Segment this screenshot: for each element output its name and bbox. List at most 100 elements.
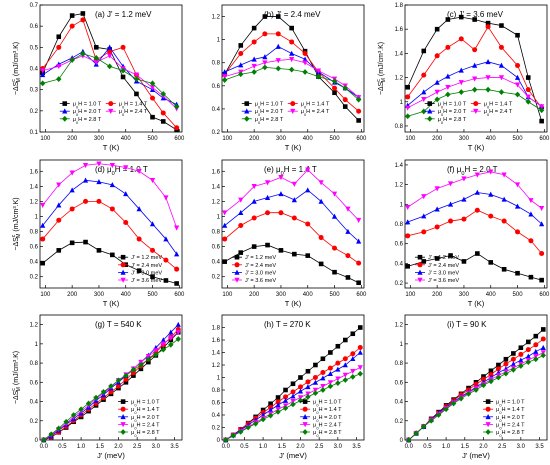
plot-frame [404, 159, 548, 289]
y-tick-label: 0.8 [395, 361, 404, 367]
data-point [289, 39, 295, 45]
data-point [302, 60, 308, 66]
data-point [238, 43, 244, 48]
data-point [70, 412, 77, 418]
data-point [312, 379, 319, 385]
legend-marker [290, 108, 296, 114]
data-point [302, 69, 308, 75]
data-point [110, 252, 115, 258]
data-point [514, 91, 521, 98]
data-point [123, 380, 129, 385]
legend-marker [473, 108, 479, 114]
legend-item-j-1-2-mev: J' = 1.2 meV [232, 254, 276, 261]
legend-marker [234, 269, 240, 275]
x-axis-label: T (K) [468, 143, 485, 152]
data-point [93, 55, 99, 61]
data-point [252, 420, 259, 427]
data-point [221, 77, 228, 83]
data-point [485, 59, 491, 65]
legend-marker [427, 108, 433, 114]
legend-item-j-3-6-mev: J' = 3.6 meV [232, 277, 276, 284]
data-point [290, 389, 296, 395]
legend-label: μ0H = 2.4 T [131, 422, 160, 430]
x-tick-label: 200 [67, 136, 78, 142]
y-tick-label: 0 [35, 438, 39, 444]
data-point [434, 256, 440, 261]
data-point [160, 119, 166, 124]
data-point [445, 91, 451, 98]
x-tick-label: 3.5 [170, 444, 179, 450]
y-tick-label: 1.6 [30, 169, 39, 175]
data-point [526, 339, 531, 345]
legend-item-0h-2-0-t: μ0H = 2.0 T [59, 108, 102, 117]
x-tick-label: 600 [539, 136, 550, 142]
legend-label: μ0H = 2.0 T [438, 109, 467, 117]
plot-frame [39, 159, 183, 289]
data-point [485, 75, 491, 81]
data-point [472, 76, 478, 82]
data-point [331, 78, 338, 85]
data-point [471, 86, 478, 93]
data-point [474, 172, 480, 178]
data-point [262, 60, 268, 66]
x-tick-label: 0.0 [40, 444, 49, 450]
chart-panel-8: 0.0 0.5 1.0 1.5 2.0 2.5 3.0 3.5 0 0.2 0.4 0.6 0.8 1 1.… [212, 314, 365, 460]
data-point [69, 240, 75, 246]
data-point [283, 394, 289, 400]
y-tick-label: 1.2 [30, 199, 39, 205]
data-point [315, 68, 322, 74]
legend-item-0h-2-0-t: μ0H = 2.0 T [300, 414, 342, 422]
data-point [501, 218, 507, 224]
data-point [428, 417, 434, 424]
data-point [69, 57, 75, 63]
data-point [298, 375, 303, 380]
data-point [39, 80, 46, 87]
data-point [136, 268, 142, 273]
legend-label: μ0H = 1.0 T [313, 400, 342, 408]
data-point [136, 168, 142, 175]
data-point [275, 31, 281, 37]
y-tick-label: 0.6 [30, 245, 39, 251]
x-axis-label: J' (meV) [462, 451, 490, 460]
data-point [283, 387, 288, 393]
data-point [149, 178, 156, 184]
x-tick-label: 500 [513, 292, 524, 298]
data-point [175, 330, 181, 336]
data-point [447, 201, 454, 207]
legend-marker [62, 115, 68, 122]
chart-panel-4: 100 200 300 400 500 600 0.2 0.4 0.6 0.8 1 1.2 1.4 1.6… [11, 159, 185, 308]
x-tick-label: 100 [222, 136, 233, 142]
data-point [445, 17, 451, 22]
legend-item-0h-2-8-t: μ0H = 2.8 T [424, 115, 467, 124]
data-point [357, 349, 363, 355]
legend-label: J' = 3.0 meV [131, 270, 162, 276]
data-point [238, 71, 244, 78]
data-point [150, 247, 156, 253]
panel-label: (h) T = 270 K [264, 320, 311, 329]
legend-label: μ0H = 1.0 T [131, 400, 160, 408]
series-j-3-0-mev [222, 187, 362, 244]
data-point [480, 382, 487, 389]
legend-marker [120, 429, 126, 435]
data-point [275, 399, 281, 405]
data-point [461, 216, 467, 222]
y-tick-label: 1 [217, 38, 221, 44]
y-tick-label: 0.6 [395, 380, 404, 386]
data-point [222, 69, 228, 75]
data-point [149, 85, 156, 91]
data-point [405, 264, 410, 269]
data-point [343, 337, 348, 343]
legend-label: J' = 3.6 meV [245, 278, 276, 284]
x-tick-label: 2.0 [114, 444, 123, 450]
legend-marker [120, 399, 126, 404]
legend-item-0h-1-0-t: μ0H = 1.0 T [300, 399, 342, 407]
data-point [472, 47, 478, 53]
data-point [501, 196, 507, 202]
x-tick-label: 2.5 [133, 444, 142, 450]
data-point [251, 215, 257, 221]
data-point [305, 393, 311, 400]
data-point [342, 377, 349, 383]
